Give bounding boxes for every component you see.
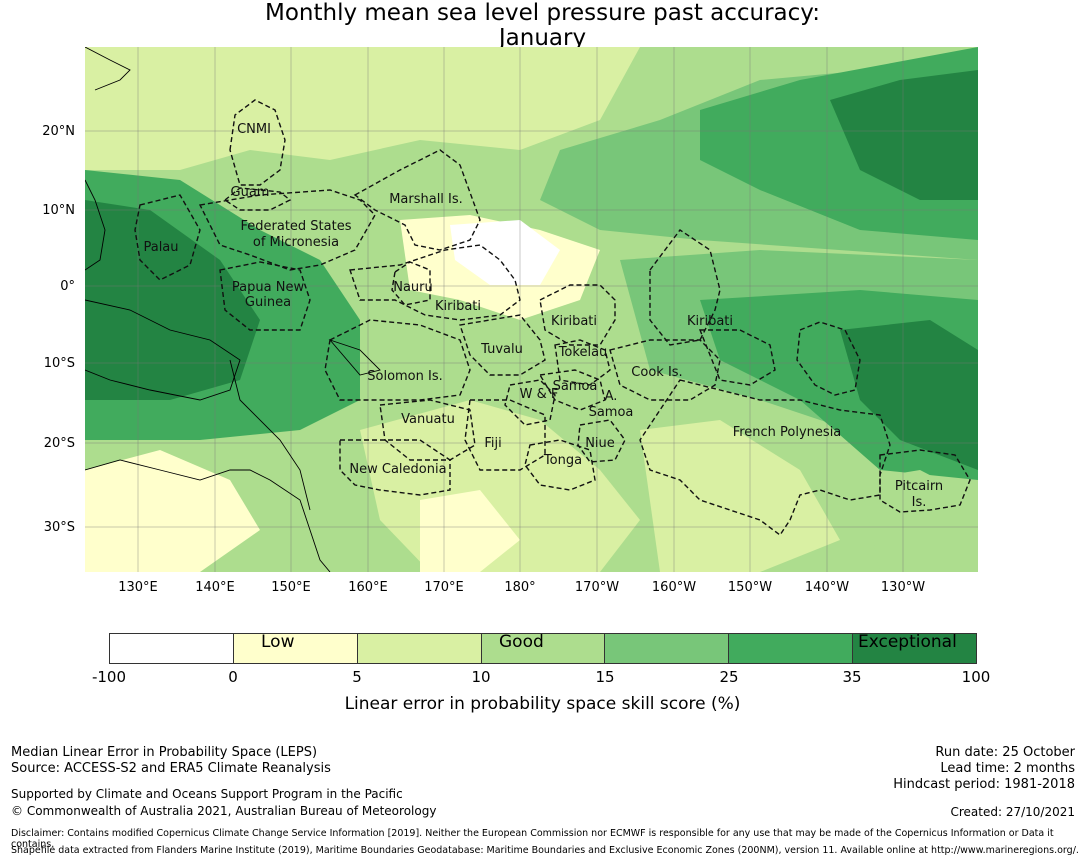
footer-support: Supported by Climate and Oceans Support … [11,787,403,801]
colorbar [109,633,977,664]
region-label-guam: Guam [231,185,270,200]
footer-method: Median Linear Error in Probability Space… [11,745,318,760]
region-label-cook: Cook Is. [631,365,682,380]
colorbar-tick: 15 [595,668,615,686]
region-label-samoa: Samoa [553,379,598,394]
colorbar-segment [110,634,234,663]
footer-hindcast: Hindcast period: 1981-2018 [893,777,1075,792]
colorbar-label: Linear error in probability space skill … [344,694,741,714]
footer-lead-time: Lead time: 2 months [940,761,1075,776]
colorbar-tick: 0 [228,668,238,686]
region-label-american-samoa-1: A. [605,389,618,404]
lat-label-30s: 30°S [43,520,75,535]
footer-source: Source: ACCESS-S2 and ERA5 Climate Reana… [11,761,331,776]
colorbar-segment [481,634,606,663]
region-label-tonga: Tonga [543,453,582,468]
lon-label-170e: 170°E [424,580,464,595]
lat-label-20n: 20°N [42,124,75,139]
region-label-solomon: Solomon Is. [367,369,443,384]
lon-label-160w: 160°W [651,580,697,595]
colorbar-tick: 35 [842,668,862,686]
colorbar-word-exceptional: Exceptional [858,632,957,652]
footer-disclaimer: Disclaimer: Contains modified Copernicus… [11,828,1054,850]
lat-label-0: 0° [60,279,75,294]
region-label-pitcairn-1: Pitcairn [895,479,943,494]
colorbar-tick: 25 [719,668,739,686]
philippines-coast [85,179,106,271]
skill-field: CNMI Guam Marshall Is. Federated States … [85,47,978,572]
lon-label-140e: 140°E [195,580,235,595]
region-label-pitcairn-2: Is. [912,495,927,510]
region-label-tokelau: Tokelau [558,345,608,360]
region-label-cnmi: CNMI [237,122,271,137]
region-label-wallis-futuna: W & F [520,387,559,402]
region-label-png-2: Guinea [245,295,291,310]
colorbar-segment [729,634,854,663]
map-subtitle: January [498,25,587,51]
lon-label-130w: 130°W [880,580,926,595]
colorbar-segment [357,634,482,663]
region-label-tuvalu: Tuvalu [480,342,523,357]
lat-label-10n: 10°N [42,203,75,218]
region-label-french-polynesia: French Polynesia [733,425,842,440]
map-title: Monthly mean sea level pressure past acc… [265,0,820,26]
solomon-islands-coast [328,339,381,376]
region-labels: CNMI Guam Marshall Is. Federated States … [143,122,943,510]
region-label-kiribati-e: Kiribati [687,314,733,329]
colorbar-tick: -100 [91,668,127,686]
skill-map: CNMI Guam Marshall Is. Federated States … [85,47,978,572]
lon-label-140w: 140°W [804,580,850,595]
region-label-kiribati-c: Kiribati [551,314,597,329]
region-label-niue: Niue [585,436,615,451]
colorbar-segment [853,634,977,663]
region-label-fsm-2: of Micronesia [253,235,339,250]
footer-created: Created: 27/10/2021 [950,805,1075,819]
lat-label-10s: 10°S [43,356,75,371]
colorbar-tick: 100 [961,668,991,686]
region-label-vanuatu: Vanuatu [401,412,455,427]
region-label-fsm-1: Federated States [241,219,352,234]
region-label-fiji: Fiji [484,436,501,451]
australia-coast [85,359,331,572]
region-label-palau: Palau [143,240,178,255]
region-label-marshall: Marshall Is. [389,192,463,207]
lon-label-150e: 150°E [271,580,311,595]
new-guinea-coast [85,299,241,401]
lon-label-170w: 170°W [574,580,620,595]
lon-label-160e: 160°E [348,580,388,595]
colorbar-segment [605,634,730,663]
region-label-nauru: Nauru [393,280,433,295]
asia-coast [85,47,131,91]
colorbar-tick: 10 [471,668,491,686]
lon-label-180: 180° [504,580,536,595]
colorbar-word-good: Good [499,632,544,652]
lon-label-130e: 130°E [118,580,158,595]
colorbar-tick: 5 [352,668,362,686]
colorbar-word-low: Low [261,632,295,652]
lon-label-150w: 150°W [727,580,773,595]
footer-run-date: Run date: 25 October [935,745,1075,760]
region-label-kiribati-w: Kiribati [435,299,481,314]
lat-label-20s: 20°S [43,436,75,451]
region-label-png-1: Papua New [232,280,305,295]
footer-shapefile: Shapefile data extracted from Flanders M… [11,845,1079,856]
colorbar-segment [233,634,358,663]
region-label-new-caledonia: New Caledonia [349,462,446,477]
footer-copyright: © Commonwealth of Australia 2021, Austra… [11,804,437,818]
region-label-american-samoa-2: Samoa [589,405,634,420]
